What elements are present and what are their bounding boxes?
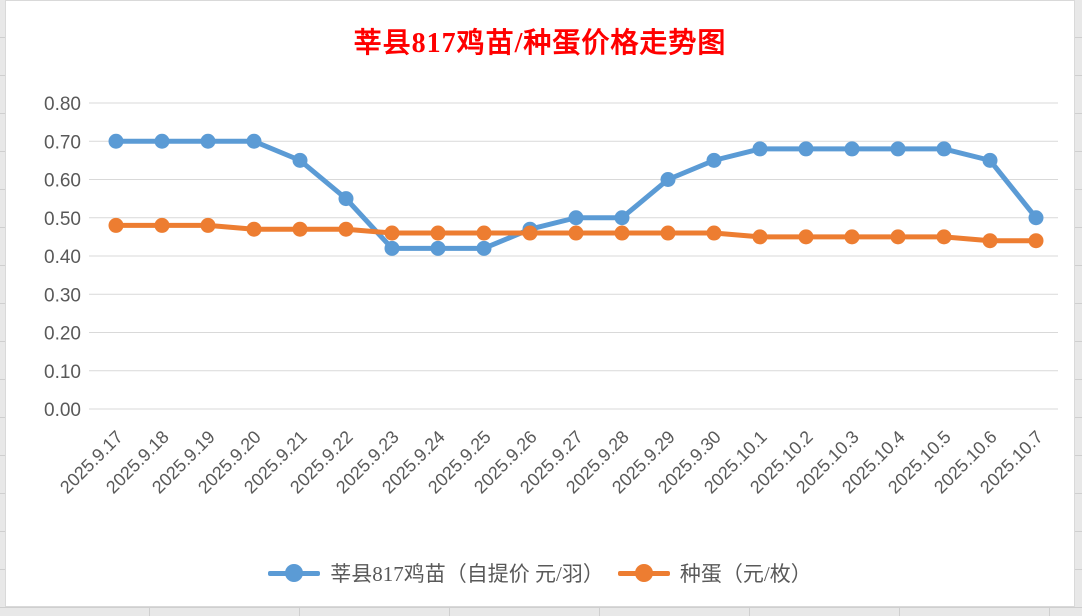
y-axis-tick-label: 0.60 [44, 171, 81, 192]
egg-price-data-point [844, 229, 860, 245]
legend-item-chick-price: 莘县817鸡苗（自提价 元/羽） [268, 558, 604, 588]
chick-series-marker-icon [268, 564, 321, 582]
egg-price-data-point [706, 225, 722, 241]
egg-series-marker-icon [617, 564, 670, 582]
egg-price-data-point [430, 225, 446, 241]
egg-price-data-point [982, 233, 998, 249]
y-axis-tick-label: 0.20 [44, 324, 81, 345]
chick-price-data-point [430, 240, 446, 256]
egg-price-data-point [108, 217, 124, 233]
egg-price-data-point [1028, 233, 1044, 249]
chick-price-data-point [614, 210, 630, 226]
egg-price-data-point [798, 229, 814, 245]
y-axis-tick-label: 0.70 [44, 132, 81, 153]
chick-price-data-point [200, 133, 216, 149]
chart-title: 莘县817鸡苗/种蛋价格走势图 [353, 28, 727, 59]
chart-object[interactable]: 莘县817鸡苗/种蛋价格走势图 0.00 0.10 0.20 0.30 0.40 0.50… [5, 0, 1075, 607]
chick-price-data-point [476, 240, 492, 256]
egg-price-data-point [476, 225, 492, 241]
chick-price-data-point [384, 240, 400, 256]
chick-price-data-point [936, 141, 952, 157]
y-axis-tick-label: 0.50 [44, 209, 81, 230]
egg-price-data-point [752, 229, 768, 245]
y-axis-tick-label: 0.30 [44, 285, 81, 306]
egg-price-data-point [660, 225, 676, 241]
y-axis-tick-label: 0.80 [44, 94, 81, 115]
egg-price-data-point [292, 221, 308, 237]
egg-price-data-point [568, 225, 584, 241]
chick-price-data-point [292, 152, 308, 168]
egg-price-data-point [936, 229, 952, 245]
egg-price-data-point [522, 225, 538, 241]
egg-price-data-point [246, 221, 262, 237]
chick-price-data-point [798, 141, 814, 157]
price-trend-plot-area: 0.000.100.200.300.400.500.600.700.802025… [44, 94, 1058, 497]
chick-price-data-point [844, 141, 860, 157]
chick-price-data-point [890, 141, 906, 157]
egg-price-data-point [154, 217, 170, 233]
chick-price-data-point [338, 191, 354, 207]
chick-price-data-point [1028, 210, 1044, 226]
y-axis-tick-label: 0.40 [44, 247, 81, 268]
legend-item-egg-price: 种蛋（元/枚） [617, 558, 812, 588]
chick-price-data-point [246, 133, 262, 149]
chick-price-data-point [154, 133, 170, 149]
egg-price-data-point [614, 225, 630, 241]
chick-price-data-point [982, 152, 998, 168]
chick-price-data-point [752, 141, 768, 157]
y-axis-tick-label: 0.00 [44, 400, 81, 421]
chart-legend: 莘县817鸡苗（自提价 元/羽） 种蛋（元/枚） [6, 558, 1074, 588]
chick-price-data-point [108, 133, 124, 149]
y-axis-tick-label: 0.10 [44, 362, 81, 383]
egg-price-data-point [890, 229, 906, 245]
legend-label-chick-price: 莘县817鸡苗（自提价 元/羽） [330, 562, 604, 586]
legend-label-egg-price: 种蛋（元/枚） [679, 562, 812, 586]
egg-price-data-point [338, 221, 354, 237]
egg-price-data-point [384, 225, 400, 241]
egg-price-data-point [200, 217, 216, 233]
chick-price-data-point [568, 210, 584, 226]
chick-price-data-point [660, 172, 676, 187]
chick-price-data-point [706, 152, 722, 168]
